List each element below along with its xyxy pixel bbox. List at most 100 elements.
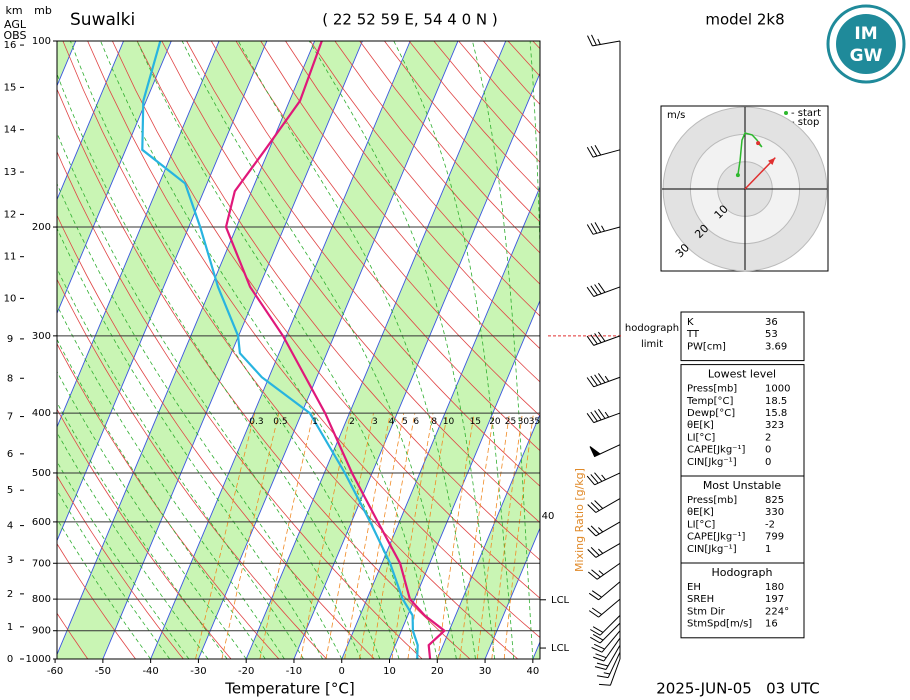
mixing-ratio-label: 6 — [413, 417, 419, 427]
dry-adiabat — [260, 41, 540, 383]
obs-label: OBS — [4, 29, 27, 42]
height-tick-label: 8 — [7, 373, 13, 384]
y-tick-label: 1000 — [26, 654, 51, 665]
table-value: 53 — [765, 329, 778, 340]
height-tick-label: 16 — [4, 40, 17, 51]
moist-adiabat — [57, 182, 343, 659]
mixing-ratio-label: 4 — [389, 417, 395, 427]
height-tick-label: 4 — [7, 521, 13, 532]
moist-adiabat — [472, 41, 534, 659]
mixing-ratio-label: 8 — [431, 417, 437, 427]
location: ( 22 52 59 E, 54 4 0 N ) — [322, 11, 498, 29]
height-tick-label: 3 — [7, 555, 13, 566]
isotherm — [57, 41, 316, 656]
wind-barb — [586, 373, 621, 388]
table-label: Dewp[°C] — [687, 408, 735, 419]
hodograph-limit-label: hodograph — [625, 323, 679, 334]
table-value: 1 — [765, 544, 771, 555]
wind-barb — [587, 562, 621, 580]
wind-barb — [596, 651, 621, 679]
dry-adiabat — [57, 214, 375, 659]
table-label: CIN[Jkg⁻¹] — [687, 544, 737, 555]
table-value: 18.5 — [765, 396, 787, 407]
x-tick-label: 0 — [339, 666, 345, 677]
table-section-title: Lowest level — [708, 368, 776, 381]
isotherm-band — [150, 41, 458, 659]
table-label: θE[K] — [687, 507, 714, 518]
height-tick-label: 5 — [7, 485, 13, 496]
date: 2025-JUN-05 03 UTC — [656, 680, 819, 698]
table-label: Press[mb] — [687, 384, 737, 395]
dry-adiabat — [87, 41, 540, 639]
table-label: K — [687, 317, 694, 328]
table-label: SREH — [687, 594, 714, 605]
height-tick-label: 11 — [4, 252, 17, 263]
wind-barb — [588, 581, 621, 601]
hodograph-start — [735, 173, 740, 178]
mixing-ratio-label: 3 — [372, 417, 378, 427]
wind-barb — [594, 644, 621, 670]
height-tick-label: 9 — [7, 334, 13, 345]
y-tick-label: 800 — [32, 594, 51, 605]
table-label: StmSpd[m/s] — [687, 619, 752, 630]
wind-barb — [590, 622, 621, 644]
dry-adiabat — [57, 475, 184, 659]
moist-adiabat — [57, 132, 362, 659]
dry-adiabat — [309, 41, 540, 317]
mixing-ratio-label: 20 — [489, 417, 501, 427]
moist-adiabat — [136, 41, 438, 659]
dry-adiabat — [57, 612, 89, 659]
height-tick-label: 7 — [7, 412, 13, 423]
table-value: 0 — [765, 457, 771, 468]
moist-adiabat — [70, 41, 400, 659]
x-tick-label: -50 — [95, 666, 111, 677]
mixing-ratio-label: 15 — [470, 417, 481, 427]
profile-line — [141, 41, 419, 659]
logo-top: IM — [854, 24, 877, 44]
table-label: CAPE[Jkg⁻¹] — [687, 445, 745, 456]
table-value: 180 — [765, 582, 784, 593]
isotherm — [102, 41, 363, 659]
dry-adiabat — [57, 343, 280, 659]
table-value: 3.69 — [765, 341, 787, 352]
table-value: 1000 — [765, 384, 790, 395]
hodograph-trace — [737, 132, 763, 176]
moist-adiabat — [393, 41, 515, 659]
isotherm-band — [246, 41, 540, 659]
table-label: LI[°C] — [687, 519, 715, 530]
table-section — [680, 562, 805, 639]
moist-adiabat — [100, 41, 419, 659]
height-label: km — [5, 4, 22, 17]
table-value: 825 — [765, 495, 784, 506]
mixing-ratio-label: 25 — [505, 417, 516, 427]
moist-adiabat — [57, 338, 266, 659]
mixing-ratio-label: 0.5 — [273, 417, 287, 427]
dry-adiabat — [136, 41, 540, 561]
mixing-ratio-label: 2 — [349, 417, 355, 427]
table-value: 323 — [765, 420, 784, 431]
dry-adiabat — [186, 41, 540, 487]
table-label: PW[cm] — [687, 341, 726, 352]
table-section — [680, 311, 805, 362]
x-tick-label: -40 — [142, 666, 158, 677]
moist-adiabat — [308, 41, 495, 659]
mixing-ratio-title: Mixing Ratio [g/kg] — [573, 468, 586, 572]
wind-barb — [587, 542, 621, 558]
table-value: 36 — [765, 317, 778, 328]
moist-adiabat — [181, 41, 457, 659]
table-label: TT — [686, 329, 700, 340]
dry-adiabat — [161, 41, 540, 524]
side-label: 40 — [542, 511, 555, 522]
x-tick-label: -20 — [238, 666, 254, 677]
lcl-label: LCL — [551, 643, 570, 654]
height-tick-label: 12 — [4, 209, 17, 220]
wind-barb — [586, 472, 621, 486]
plot-background — [57, 41, 540, 659]
table-value: 224° — [765, 606, 789, 617]
wind-barb — [590, 615, 621, 636]
height-tick-label: 6 — [7, 449, 13, 460]
table-value: -2 — [765, 519, 775, 530]
moist-adiabat — [237, 41, 476, 659]
table-section-title: Most Unstable — [703, 479, 782, 492]
